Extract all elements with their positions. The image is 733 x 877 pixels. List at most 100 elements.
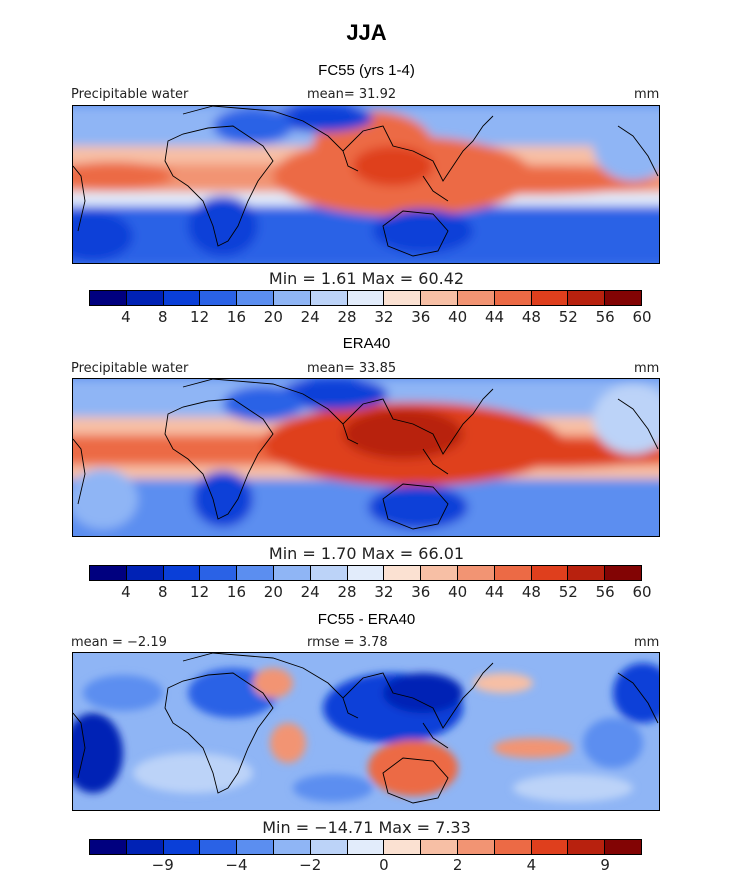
figure-title: JJA (346, 20, 387, 45)
colorbar-tick-label: 0 (379, 856, 389, 874)
colorbar-tick-label: 12 (190, 308, 210, 326)
colorbar-swatch (273, 291, 311, 305)
panel-1-variable-label: Precipitable water (71, 87, 189, 102)
colorbar-swatch (237, 291, 274, 305)
colorbar-swatch (163, 840, 201, 854)
colorbar-swatch (531, 291, 569, 305)
panel-3-rmse-label: rmse = 3.78 (307, 635, 388, 650)
colorbar-swatch (421, 566, 458, 580)
panel-1-mean-label: mean= 31.92 (307, 87, 397, 102)
colorbar-tick-label: 8 (157, 308, 168, 326)
panel-3-colorbar-ticks: −9 −4 −2 0 2 4 9 (89, 856, 642, 876)
colorbar-swatch (568, 566, 606, 580)
colorbar-tick-label: 52 (558, 308, 578, 326)
colorbar-swatch (384, 291, 422, 305)
panel-3-unit-label: mm (634, 635, 660, 650)
panel-1-map (72, 105, 660, 264)
colorbar-swatch (347, 291, 385, 305)
colorbar-swatch (237, 566, 274, 580)
colorbar-swatch (605, 840, 641, 854)
colorbar-swatch (310, 840, 348, 854)
colorbar-tick-label: 48 (521, 583, 541, 601)
colorbar-swatch (126, 291, 164, 305)
panel-3-map (72, 652, 660, 811)
colorbar-swatch (568, 291, 606, 305)
colorbar-swatch (163, 566, 201, 580)
colorbar-swatch (273, 840, 311, 854)
colorbar-swatch (531, 840, 569, 854)
colorbar-swatch (90, 566, 127, 580)
panel-1-min-max: Min = 1.61 Max = 60.42 (268, 269, 465, 288)
colorbar-tick-label: 9 (600, 856, 610, 874)
colorbar-swatch (126, 566, 164, 580)
colorbar-tick-label: 20 (263, 583, 283, 601)
colorbar-tick-label: 36 (411, 583, 431, 601)
colorbar-tick-label: 16 (226, 583, 246, 601)
colorbar-swatch (494, 291, 532, 305)
colorbar-tick-label: 16 (226, 308, 246, 326)
colorbar-tick-label: 4 (526, 856, 537, 874)
panel-2-variable-label: Precipitable water (71, 361, 189, 376)
colorbar-swatch (384, 566, 422, 580)
colorbar-tick-label: 28 (337, 583, 357, 601)
panel-3-title: FC55 - ERA40 (317, 611, 416, 628)
colorbar-tick-label: −4 (225, 856, 248, 874)
colorbar-swatch (605, 566, 641, 580)
colorbar-tick-label: 60 (632, 583, 652, 601)
colorbar-tick-label: 44 (484, 308, 505, 326)
colorbar-swatch (457, 566, 495, 580)
panel-1-colorbar-ticks: 4 8 12 16 20 24 28 32 36 40 44 48 52 56 60 (89, 308, 651, 328)
colorbar-swatch (457, 840, 495, 854)
colorbar-swatch (494, 566, 532, 580)
colorbar-tick-label: 40 (448, 583, 468, 601)
panel-2-map (72, 378, 660, 537)
colorbar-swatch (494, 840, 532, 854)
colorbar-swatch (90, 840, 127, 854)
panel-2-mean-label: mean= 33.85 (307, 361, 397, 376)
colorbar-tick-label: −9 (151, 856, 174, 874)
colorbar-swatch (163, 291, 201, 305)
colorbar-swatch (126, 840, 164, 854)
colorbar-swatch (237, 840, 274, 854)
colorbar-swatch (90, 291, 127, 305)
panel-2-unit-label: mm (634, 361, 660, 376)
colorbar-tick-label: 32 (374, 583, 394, 601)
colorbar-tick-label: 48 (521, 308, 541, 326)
colorbar-swatch (347, 566, 385, 580)
panel-2-colorbar (89, 565, 642, 581)
colorbar-swatch (200, 840, 238, 854)
colorbar-tick-label: 32 (374, 308, 394, 326)
colorbar-tick-label: 28 (337, 308, 357, 326)
colorbar-tick-label: 12 (190, 583, 210, 601)
panel-1-unit-label: mm (634, 87, 660, 102)
colorbar-swatch (531, 566, 569, 580)
colorbar-tick-label: 56 (595, 583, 615, 601)
colorbar-tick-label: 36 (411, 308, 431, 326)
colorbar-swatch (457, 291, 495, 305)
colorbar-swatch (200, 566, 238, 580)
colorbar-tick-label: 4 (121, 308, 131, 326)
colorbar-swatch (273, 566, 311, 580)
colorbar-swatch (310, 566, 348, 580)
colorbar-swatch (421, 840, 458, 854)
panel-1-title: FC55 (yrs 1-4) (318, 62, 415, 79)
panel-3-min-max: Min = −14.71 Max = 7.33 (262, 818, 471, 837)
colorbar-tick-label: 44 (484, 583, 505, 601)
colorbar-tick-label: 20 (263, 308, 283, 326)
panel-3-mean-label: mean = −2.19 (71, 635, 167, 650)
colorbar-tick-label: 8 (157, 583, 168, 601)
panel-2-min-max: Min = 1.70 Max = 66.01 (268, 544, 465, 563)
panel-2-colorbar-ticks: 4 8 12 16 20 24 28 32 36 40 44 48 52 56 60 (89, 583, 651, 603)
colorbar-swatch (384, 840, 422, 854)
colorbar-tick-label: 24 (300, 308, 320, 326)
colorbar-tick-label: 4 (121, 583, 131, 601)
colorbar-tick-label: 2 (452, 856, 463, 874)
colorbar-swatch (421, 291, 458, 305)
colorbar-tick-label: 52 (558, 583, 578, 601)
colorbar-swatch (200, 291, 238, 305)
colorbar-swatch (310, 291, 348, 305)
colorbar-swatch (605, 291, 641, 305)
colorbar-tick-label: −2 (299, 856, 322, 874)
colorbar-swatch (568, 840, 606, 854)
colorbar-tick-label: 60 (632, 308, 652, 326)
